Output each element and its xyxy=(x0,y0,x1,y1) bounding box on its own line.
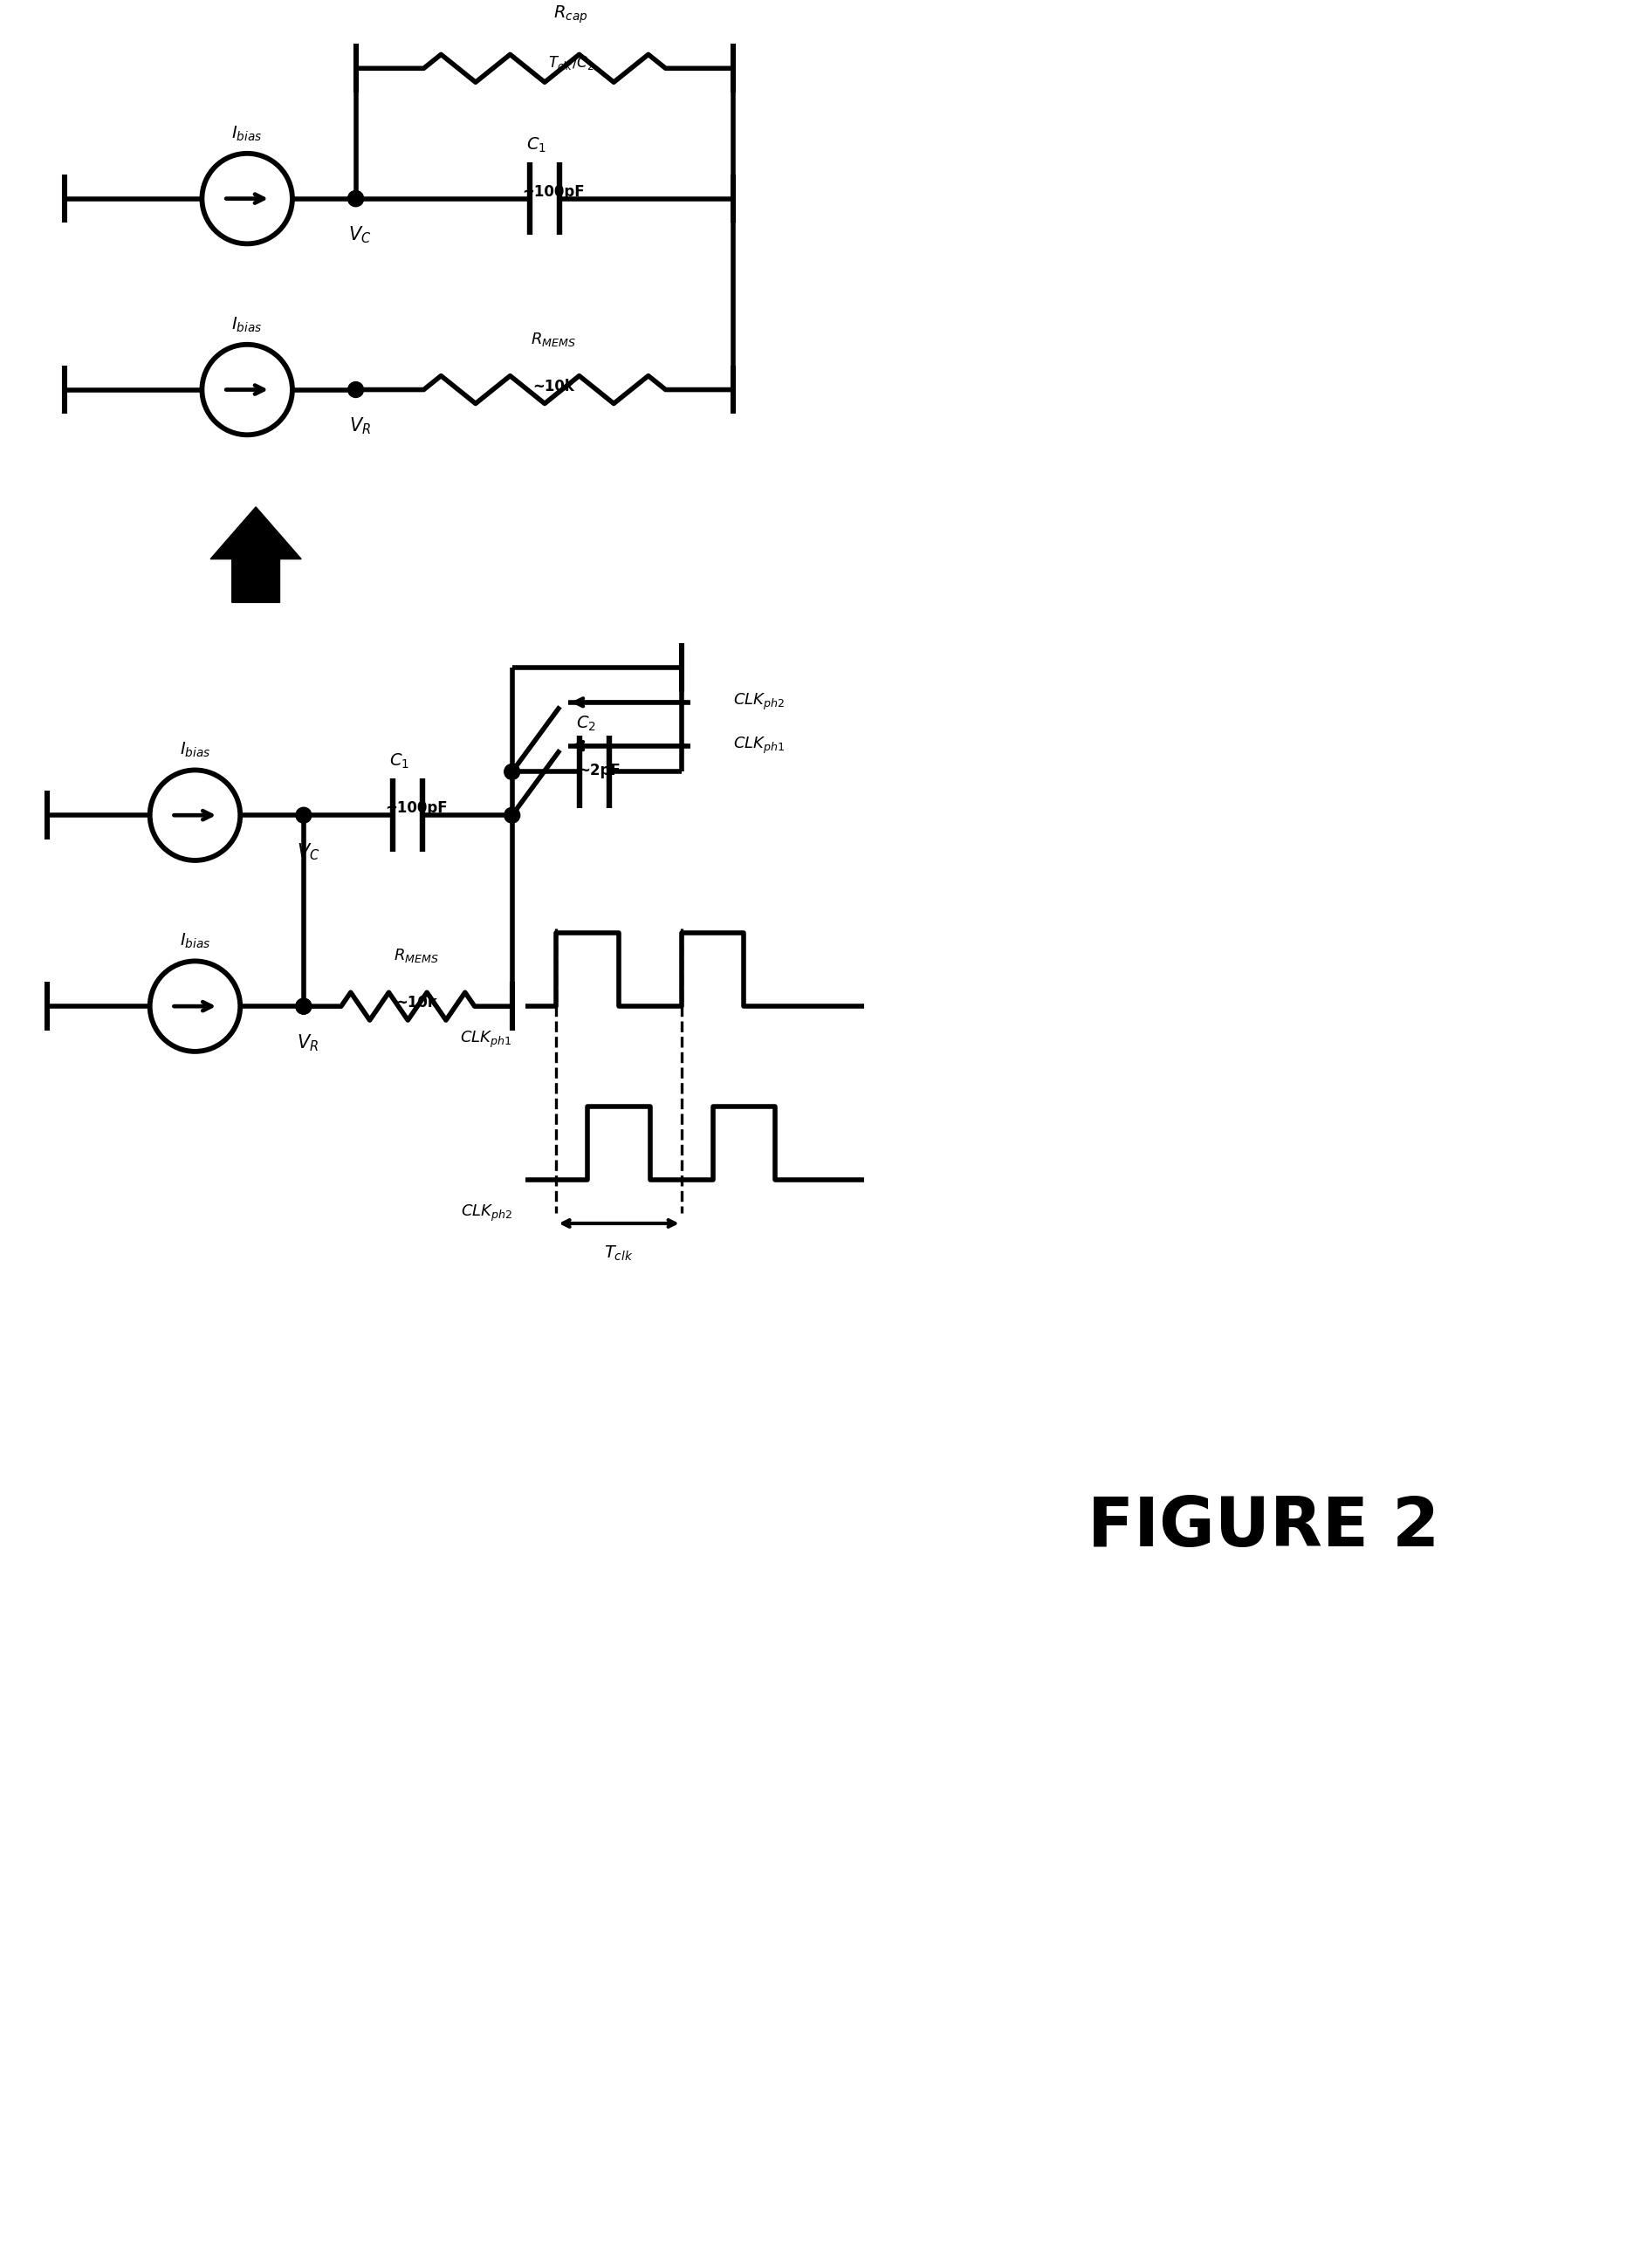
Text: ~10k: ~10k xyxy=(395,996,438,1012)
Circle shape xyxy=(296,807,311,823)
Text: $T_{clk}$: $T_{clk}$ xyxy=(604,1245,634,1263)
Text: $CLK_{ph2}$: $CLK_{ph2}$ xyxy=(733,692,786,712)
Text: $V_C$: $V_C$ xyxy=(349,225,372,245)
Text: $C_1$: $C_1$ xyxy=(389,753,408,771)
FancyArrow shape xyxy=(211,508,301,603)
Circle shape xyxy=(504,764,520,780)
Text: $I_{bias}$: $I_{bias}$ xyxy=(232,125,262,143)
Circle shape xyxy=(296,998,311,1014)
Circle shape xyxy=(203,345,292,435)
Text: $I_{bias}$: $I_{bias}$ xyxy=(180,932,211,950)
Text: $CLK_{ph1}$: $CLK_{ph1}$ xyxy=(733,735,786,755)
Text: $C_2$: $C_2$ xyxy=(576,714,596,733)
Text: $R_{MEMS}$: $R_{MEMS}$ xyxy=(530,331,576,347)
Circle shape xyxy=(296,998,311,1014)
Circle shape xyxy=(504,807,520,823)
Circle shape xyxy=(348,191,364,206)
Text: ~10k: ~10k xyxy=(532,379,575,395)
Text: $CLK_{ph2}$: $CLK_{ph2}$ xyxy=(461,1202,512,1222)
Text: ~100pF: ~100pF xyxy=(522,184,585,200)
Circle shape xyxy=(348,191,364,206)
Text: ~2pF: ~2pF xyxy=(578,762,621,778)
Text: $R_{MEMS}$: $R_{MEMS}$ xyxy=(394,948,440,964)
Text: $V_R$: $V_R$ xyxy=(296,1032,320,1052)
Text: $CLK_{ph1}$: $CLK_{ph1}$ xyxy=(461,1030,512,1050)
Text: ~100pF: ~100pF xyxy=(385,801,448,816)
Text: FIGURE 2: FIGURE 2 xyxy=(1087,1495,1439,1560)
Text: $T_{clk}/C_2$: $T_{clk}/C_2$ xyxy=(548,54,593,73)
Text: $V_C$: $V_C$ xyxy=(296,841,320,862)
Text: $V_R$: $V_R$ xyxy=(349,415,371,435)
Text: $I_{bias}$: $I_{bias}$ xyxy=(232,315,262,333)
Circle shape xyxy=(203,154,292,243)
Circle shape xyxy=(150,771,240,860)
Circle shape xyxy=(348,381,364,397)
Text: $I_{bias}$: $I_{bias}$ xyxy=(180,742,211,760)
Text: $R_{cap}$: $R_{cap}$ xyxy=(553,5,588,25)
Circle shape xyxy=(150,962,240,1052)
Text: $C_1$: $C_1$ xyxy=(525,136,547,154)
